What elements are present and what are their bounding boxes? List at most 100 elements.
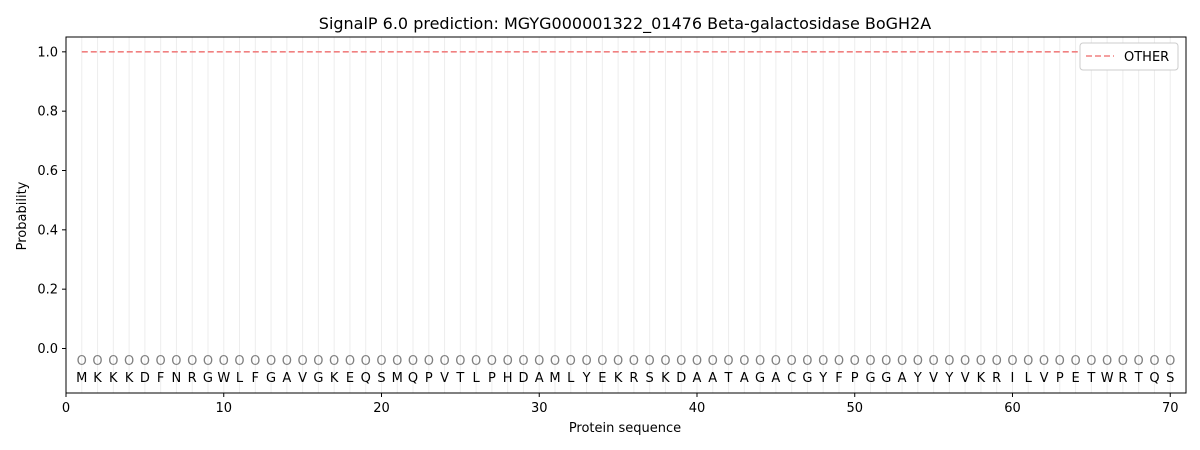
predicted-label: O [424,354,434,369]
predicted-label: O [755,354,765,369]
residue-letter: D [140,371,150,386]
residue-letter: F [157,371,164,386]
x-tick-label: 0 [62,401,70,416]
predicted-label: O [723,354,733,369]
predicted-label: O [1149,354,1159,369]
predicted-label: O [503,354,513,369]
residue-letter: A [693,371,702,386]
predicted-label: O [976,354,986,369]
residue-letter: H [503,371,513,386]
residue-letter: V [440,371,449,386]
predicted-label: O [550,354,560,369]
residue-letter: A [708,371,717,386]
residue-letter: Q [361,371,371,386]
residue-letter: P [851,371,859,386]
predicted-label: O [897,354,907,369]
predicted-label: O [834,354,844,369]
residue-letter: Y [944,371,953,386]
x-axis-label: Protein sequence [569,421,681,436]
residue-letter: K [614,371,623,386]
residue-letter: L [236,371,244,386]
predicted-label: O [345,354,355,369]
predicted-label: O [455,354,465,369]
residue-letter: I [1011,371,1015,386]
residue-letter: C [787,371,796,386]
x-tick-label: 50 [846,401,863,416]
residue-letter: K [977,371,986,386]
residue-letter: K [109,371,118,386]
residue-letter: E [346,371,354,386]
predicted-label: O [692,354,702,369]
residue-letter: L [567,371,575,386]
predicted-label: O [802,354,812,369]
x-tick-label: 70 [1162,401,1179,416]
predicted-label: O [156,354,166,369]
residue-letter: Y [913,371,922,386]
residue-letter: G [881,371,891,386]
predicted-label: O [865,354,875,369]
predicted-label: O [708,354,718,369]
residue-letter: G [203,371,213,386]
predicted-label: O [913,354,923,369]
predicted-label: O [928,354,938,369]
residue-letter: G [865,371,875,386]
residue-letter: S [377,371,385,386]
residue-letter: R [188,371,197,386]
predicted-label: O [1165,354,1175,369]
residue-letter: N [172,371,182,386]
predicted-label: O [266,354,276,369]
predicted-label: O [439,354,449,369]
residue-letter: K [330,371,339,386]
y-tick-label: 0.0 [37,342,58,357]
residue-letter: S [1166,371,1174,386]
y-tick-label: 0.6 [37,164,58,179]
predicted-label: O [140,354,150,369]
residue-letter: A [898,371,907,386]
residue-letter: V [298,371,307,386]
predicted-label: O [329,354,339,369]
predicted-label: O [108,354,118,369]
residue-letter: R [1118,371,1127,386]
predicted-label: O [77,354,87,369]
predicted-label: O [960,354,970,369]
predicted-label: O [1039,354,1049,369]
residue-letter: V [929,371,938,386]
predicted-label: O [376,354,386,369]
predicted-label: O [771,354,781,369]
predicted-label: O [534,354,544,369]
residue-letter: M [549,371,560,386]
residue-letter: T [724,371,733,386]
residue-letter: A [282,371,291,386]
residue-letter: F [252,371,259,386]
residue-letter: A [535,371,544,386]
x-tick-label: 40 [689,401,706,416]
residue-letter: R [629,371,638,386]
predicted-label: O [313,354,323,369]
predicted-label: O [124,354,134,369]
predicted-label: O [187,354,197,369]
predicted-label: O [361,354,371,369]
residue-letter: K [125,371,134,386]
residue-letter: A [740,371,749,386]
legend-label-other: OTHER [1124,50,1169,65]
residue-letter: Y [582,371,591,386]
predicted-label: O [1086,354,1096,369]
residue-letter: E [598,371,606,386]
residue-letter: V [1040,371,1049,386]
predicted-label: O [392,354,402,369]
axes: 0.0 0.2 0.4 0.6 0.8 1.0 0 10 20 30 40 50 60 70 [37,36,1187,416]
residue-letter: M [392,371,403,386]
x-tick-label: 10 [215,401,232,416]
residue-letter: G [266,371,276,386]
predicted-label: O [250,354,260,369]
residue-letter: L [473,371,481,386]
residue-letter: G [313,371,323,386]
predicted-label: O [581,354,591,369]
x-tick-label: 60 [1004,401,1021,416]
predicted-label: O [629,354,639,369]
predicted-label: O [219,354,229,369]
residue-letter: K [661,371,670,386]
predicted-label: O [676,354,686,369]
